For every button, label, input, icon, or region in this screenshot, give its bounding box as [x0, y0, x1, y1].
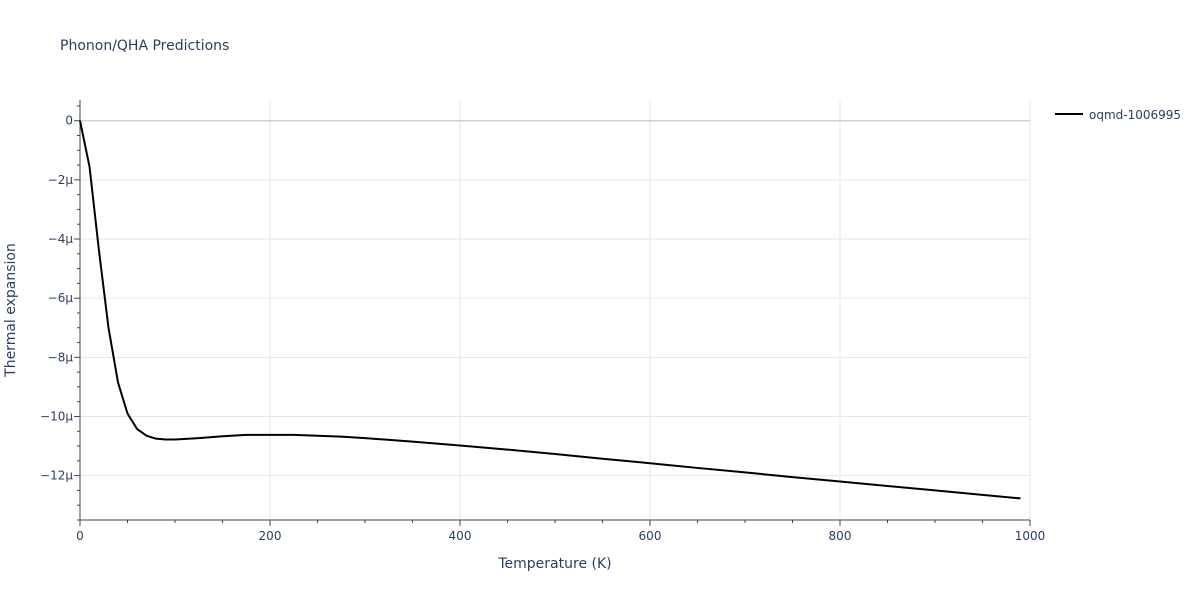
- legend-label: oqmd-1006995: [1089, 108, 1181, 122]
- series-line-oqmd-1006995[interactable]: [79, 120, 1021, 500]
- y-axis-title: Thermal expansion: [3, 243, 19, 378]
- y-tick-label: −10μ: [40, 409, 73, 423]
- x-tick-label: 1000: [1015, 529, 1046, 543]
- y-tick-label: −6μ: [48, 291, 74, 305]
- y-tick-label: −12μ: [40, 469, 73, 483]
- x-tick-label: 600: [639, 529, 662, 543]
- series-layer: [79, 120, 1021, 500]
- y-tick-label: −2μ: [48, 173, 74, 187]
- chart-title: Phonon/QHA Predictions: [60, 38, 229, 54]
- y-tick-label: −8μ: [48, 350, 74, 364]
- x-tick-label: 400: [449, 529, 472, 543]
- legend[interactable]: oqmd-1006995: [1055, 108, 1181, 122]
- y-tick-label: −4μ: [48, 232, 74, 246]
- axes: 0 200 400 600 800 1000 0 −2μ −4μ −6μ −8μ −10μ −12μ: [40, 100, 1045, 543]
- x-tick-label: 200: [259, 529, 282, 543]
- x-axis-title: Temperature (K): [497, 556, 611, 572]
- x-tick-label: 800: [829, 529, 852, 543]
- x-tick-label: 0: [76, 529, 84, 543]
- y-tick-label: 0: [65, 114, 73, 128]
- grid: [80, 100, 1031, 520]
